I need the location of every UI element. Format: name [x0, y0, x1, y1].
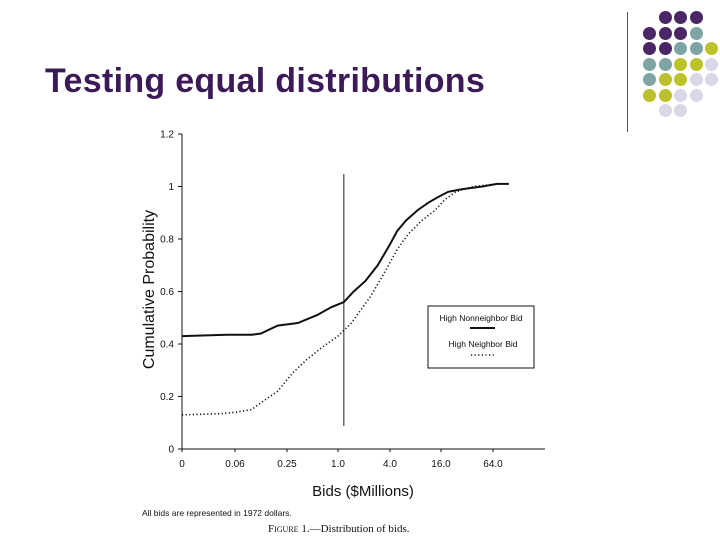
y-tick-label: 0 [168, 445, 174, 456]
decor-dot-olive [705, 42, 718, 55]
chart-plot-area [181, 174, 509, 426]
x-tick-label: 0.25 [277, 459, 297, 470]
y-axis-title: Cumulative Probability [141, 210, 158, 369]
decor-dot-lavender [689, 88, 703, 102]
x-tick-label: 4.0 [383, 459, 397, 470]
x-tick-label: 0.06 [225, 459, 245, 470]
decor-dot-lavender [658, 104, 672, 117]
decor-dot-teal [689, 42, 703, 55]
decor-dot-purple [674, 26, 687, 40]
decor-dot-olive [674, 73, 687, 86]
y-tick-label: 0.2 [160, 392, 174, 403]
decor-dot-lavender [705, 73, 718, 86]
decor-dot-purple [658, 26, 672, 40]
y-tick-label: 1.2 [160, 130, 174, 141]
decor-dot-teal [643, 73, 656, 86]
y-tick-label: 0.8 [160, 235, 174, 246]
decor-dot-teal [643, 57, 656, 71]
legend-label-series-2: High Neighbor Bid [449, 339, 518, 349]
decor-dot-olive [658, 88, 672, 102]
y-tick-label: 0.6 [160, 287, 174, 298]
decor-dot-purple [658, 42, 672, 55]
x-tick-label: 1.0 [331, 459, 345, 470]
decor-dot-lavender [689, 73, 703, 86]
chart-footnote: All bids are represented in 1972 dollars… [142, 508, 292, 518]
figure-caption: Figure 1.—Distribution of bids. [268, 523, 409, 535]
decor-dot-teal [658, 57, 672, 71]
decor-dot-olive [674, 57, 687, 71]
decor-dot-olive [658, 73, 672, 86]
decor-dot-lavender [705, 57, 718, 71]
x-axis-title: Bids ($Millions) [312, 483, 414, 500]
x-tick-label: 16.0 [431, 459, 451, 470]
decor-dot-purple [643, 26, 656, 40]
legend-label-series-1: High Nonneighbor Bid [439, 313, 522, 323]
chart-legend: High Nonneighbor Bid High Neighbor Bid [427, 305, 535, 369]
decorative-divider [627, 12, 628, 132]
decor-dot-teal [674, 42, 687, 55]
y-tick-label: 0.4 [160, 340, 174, 351]
legend-box [427, 305, 535, 369]
decor-dot-purple [674, 11, 687, 24]
x-tick-label: 64.0 [483, 459, 503, 470]
decor-dot-lavender [674, 104, 687, 117]
figure-caption-label: Figure [268, 523, 299, 535]
x-tick-label: 0 [179, 459, 185, 470]
decor-dot-purple [689, 11, 703, 24]
figure-caption-text: 1.—Distribution of bids. [298, 523, 410, 535]
y-tick-label: 1 [168, 182, 174, 193]
decor-dot-olive [643, 88, 656, 102]
decor-dot-purple [643, 42, 656, 55]
decor-dot-purple [658, 11, 672, 24]
decor-dot-teal [689, 26, 703, 40]
decor-dot-lavender [674, 88, 687, 102]
slide-title: Testing equal distributions [45, 62, 486, 100]
chart-axes: 0 0.2 0.4 0.6 0.8 1 1.2 0 0.06 0.25 1.0 4.0 16.0 64.0… [141, 130, 545, 500]
decor-dot-olive [689, 57, 703, 71]
series-line-high-nonneighbor-bid [181, 182, 509, 338]
